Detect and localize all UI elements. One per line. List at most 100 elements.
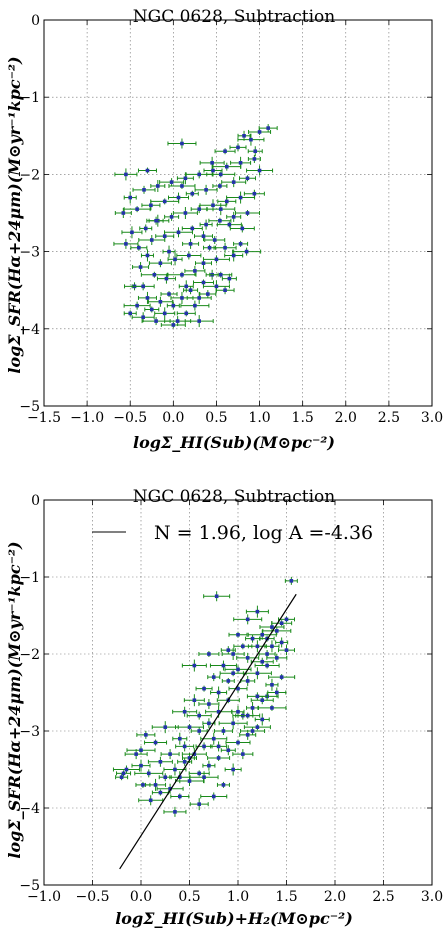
point-marker	[138, 265, 143, 269]
point-marker	[188, 288, 193, 292]
point-marker	[128, 195, 133, 200]
point-marker	[139, 763, 143, 768]
point-marker	[265, 652, 269, 656]
data-point	[224, 665, 252, 674]
data-point	[216, 781, 230, 788]
data-point	[172, 706, 198, 717]
data-point	[199, 290, 217, 299]
point-marker	[182, 760, 187, 764]
data-point	[240, 727, 266, 735]
data-point	[178, 280, 194, 293]
point-marker	[212, 238, 217, 242]
point-marker	[207, 245, 212, 250]
point-marker	[214, 284, 219, 289]
data-point	[238, 175, 256, 182]
data-point	[175, 741, 195, 752]
point-marker	[226, 648, 231, 652]
x-tick-label: 1.0	[227, 889, 249, 905]
data-point	[163, 763, 187, 776]
point-marker	[162, 234, 167, 238]
data-point	[230, 156, 252, 169]
data-point	[209, 271, 233, 278]
point-marker	[223, 288, 227, 292]
data-point	[185, 190, 199, 197]
y-tick-label: −5	[19, 878, 40, 894]
data-point	[181, 659, 207, 672]
point-marker	[216, 744, 221, 749]
point-marker	[218, 272, 223, 277]
point-marker	[250, 636, 255, 641]
data-point	[170, 793, 190, 800]
data-point	[234, 210, 260, 216]
data-point	[199, 199, 227, 212]
data-point	[200, 792, 228, 801]
point-marker	[158, 299, 163, 304]
point-marker	[169, 215, 174, 219]
y-tick-label: −4	[19, 801, 40, 817]
point-marker	[266, 126, 270, 130]
chart-panel-top: NGC 0628, Subtraction logΣ_HI(Sub)(M⊙pc⁻…	[5, 7, 443, 452]
point-marker	[153, 740, 158, 745]
point-marker	[207, 652, 211, 656]
data-point	[147, 756, 173, 767]
x-tick-label: −1.0	[27, 889, 61, 905]
point-marker	[255, 725, 260, 729]
x-tick-label: 2.0	[335, 410, 357, 426]
data-point	[235, 712, 261, 719]
point-marker	[245, 679, 250, 683]
point-marker	[184, 311, 189, 316]
data-point	[213, 242, 237, 253]
point-marker	[180, 296, 184, 300]
data-point	[188, 770, 210, 777]
data-point	[158, 773, 172, 782]
data-point	[114, 168, 138, 181]
point-marker	[121, 771, 126, 776]
data-point	[172, 732, 188, 745]
point-marker	[231, 253, 236, 258]
point-marker	[275, 656, 279, 660]
y-tick-label: −1	[19, 90, 40, 106]
point-marker	[182, 744, 187, 749]
data-point	[268, 674, 296, 681]
point-marker	[148, 798, 153, 803]
point-marker	[245, 211, 250, 215]
data-point	[231, 705, 245, 718]
point-marker	[204, 222, 208, 227]
point-marker	[193, 269, 197, 273]
data-point	[212, 162, 242, 171]
point-marker	[121, 211, 126, 215]
data-point	[126, 746, 156, 755]
data-point	[247, 146, 263, 157]
data-point	[246, 165, 274, 176]
data-point	[130, 244, 148, 251]
point-marker	[135, 303, 139, 308]
point-marker	[149, 238, 154, 242]
data-point	[206, 171, 236, 178]
point-marker	[245, 656, 250, 660]
point-marker	[202, 686, 206, 691]
data-point	[116, 770, 132, 777]
data-point	[121, 226, 143, 239]
point-marker	[210, 161, 214, 165]
data-point	[167, 138, 197, 149]
point-marker	[163, 775, 168, 779]
data-point	[266, 653, 288, 662]
data-point	[155, 233, 175, 240]
data-point	[198, 651, 220, 657]
x-tick-label: −0.5	[76, 889, 110, 905]
point-marker	[238, 242, 243, 246]
point-marker	[192, 698, 197, 702]
y-tick-label: −3	[19, 245, 40, 261]
point-marker	[214, 257, 219, 262]
data-point	[132, 262, 150, 273]
point-marker	[231, 652, 235, 656]
point-marker	[216, 690, 221, 695]
point-marker	[152, 272, 157, 277]
chart-title: NGC 0628, Subtraction	[133, 487, 336, 507]
data-point	[254, 713, 270, 726]
data-point	[150, 198, 180, 205]
data-point	[264, 640, 280, 653]
data-point	[220, 745, 236, 756]
point-marker	[270, 644, 274, 649]
x-axis-label: logΣ_HI(Sub)(M⊙pc⁻²)	[133, 433, 335, 452]
